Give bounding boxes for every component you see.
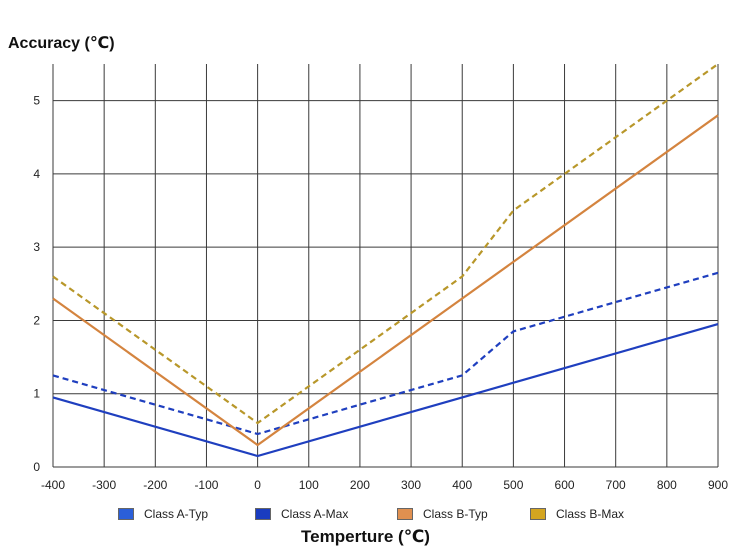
legend-item-class-a-max: Class A-Max — [255, 507, 348, 521]
y-tick-label: 3 — [33, 240, 40, 254]
x-tick-label: 100 — [299, 478, 319, 492]
x-tick-label: 900 — [708, 478, 728, 492]
legend-swatch-class-b-typ — [397, 508, 413, 520]
x-tick-label: 0 — [254, 478, 261, 492]
x-tick-label: 500 — [503, 478, 523, 492]
legend-label-class-b-typ: Class B-Typ — [423, 507, 488, 521]
legend-swatch-class-a-typ — [118, 508, 134, 520]
legend: Class A-Typ Class A-Max Class B-Typ Clas… — [0, 507, 731, 527]
y-tick-label: 2 — [33, 313, 40, 327]
legend-label-class-a-max: Class A-Max — [281, 507, 348, 521]
y-tick-label: 5 — [33, 94, 40, 108]
x-tick-label: 800 — [657, 478, 677, 492]
y-tick-label: 4 — [33, 167, 40, 181]
x-tick-label: -100 — [194, 478, 218, 492]
x-tick-label: -400 — [41, 478, 65, 492]
y-tick-label: 0 — [33, 460, 40, 474]
legend-swatch-class-b-max — [530, 508, 546, 520]
x-tick-label: 300 — [401, 478, 421, 492]
x-tick-label: -300 — [92, 478, 116, 492]
x-tick-label: 600 — [555, 478, 575, 492]
legend-label-class-a-typ: Class A-Typ — [144, 507, 208, 521]
legend-item-class-b-typ: Class B-Typ — [397, 507, 488, 521]
x-tick-label: 400 — [452, 478, 472, 492]
legend-item-class-a-typ: Class A-Typ — [118, 507, 208, 521]
legend-item-class-b-max: Class B-Max — [530, 507, 624, 521]
x-tick-label: 200 — [350, 478, 370, 492]
x-tick-label: 700 — [606, 478, 626, 492]
legend-label-class-b-max: Class B-Max — [556, 507, 624, 521]
series-line-class-b-typ — [53, 115, 718, 445]
x-tick-label: -200 — [143, 478, 167, 492]
series-line-class-a-typ — [53, 324, 718, 456]
x-axis-title: Temperture (℃) — [0, 527, 731, 547]
legend-swatch-class-a-max — [255, 508, 271, 520]
y-tick-label: 1 — [33, 387, 40, 401]
